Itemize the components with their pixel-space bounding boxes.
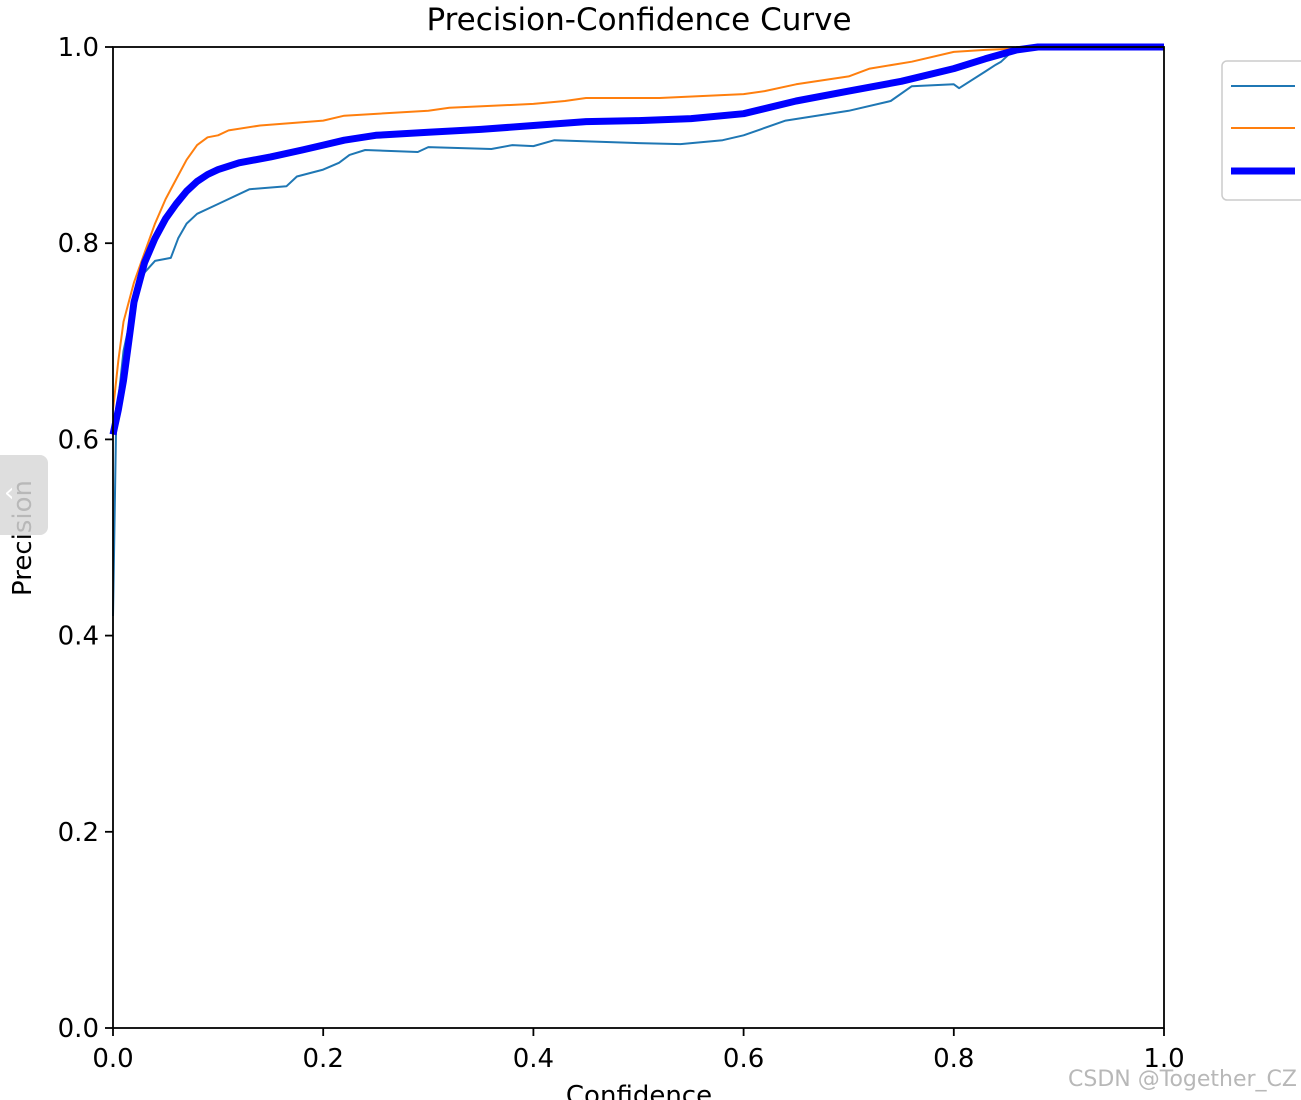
y-tick-label: 0.8 [58,229,99,259]
x-tick-label: 0.8 [933,1044,974,1074]
chevron-left-icon: ‹ [4,478,15,508]
y-tick-label: 1.0 [58,33,99,63]
y-axis-ticks: 0.0 0.2 0.4 0.6 0.8 1.0 [58,33,113,1044]
series-line-1 [112,46,1164,617]
series-line-2 [112,47,1165,411]
legend [1221,60,1301,201]
y-tick-label: 0.2 [58,818,99,848]
x-axis-ticks: 0.0 0.2 0.4 0.6 0.8 1.0 [92,1028,1185,1074]
x-tick-label: 0.2 [303,1044,344,1074]
x-tick-label: 0.0 [92,1044,133,1074]
plot-frame [112,46,1165,1029]
y-tick-label: 0.0 [58,1014,99,1044]
y-tick-label: 0.6 [58,425,99,455]
y-tick-label: 0.4 [58,622,99,652]
x-axis-label: Confidence [566,1081,712,1100]
chart-title: Precision-Confidence Curve [426,2,851,38]
side-collapse-tab[interactable]: ‹ [0,455,48,535]
x-tick-label: 0.4 [513,1044,554,1074]
series-line-3 [109,43,1164,436]
plot-lines [109,43,1165,617]
x-tick-label: 1.0 [1143,1044,1184,1074]
legend-box [1221,60,1301,201]
x-tick-label: 0.6 [723,1044,764,1074]
watermark: CSDN @Together_CZ [1068,1067,1297,1092]
